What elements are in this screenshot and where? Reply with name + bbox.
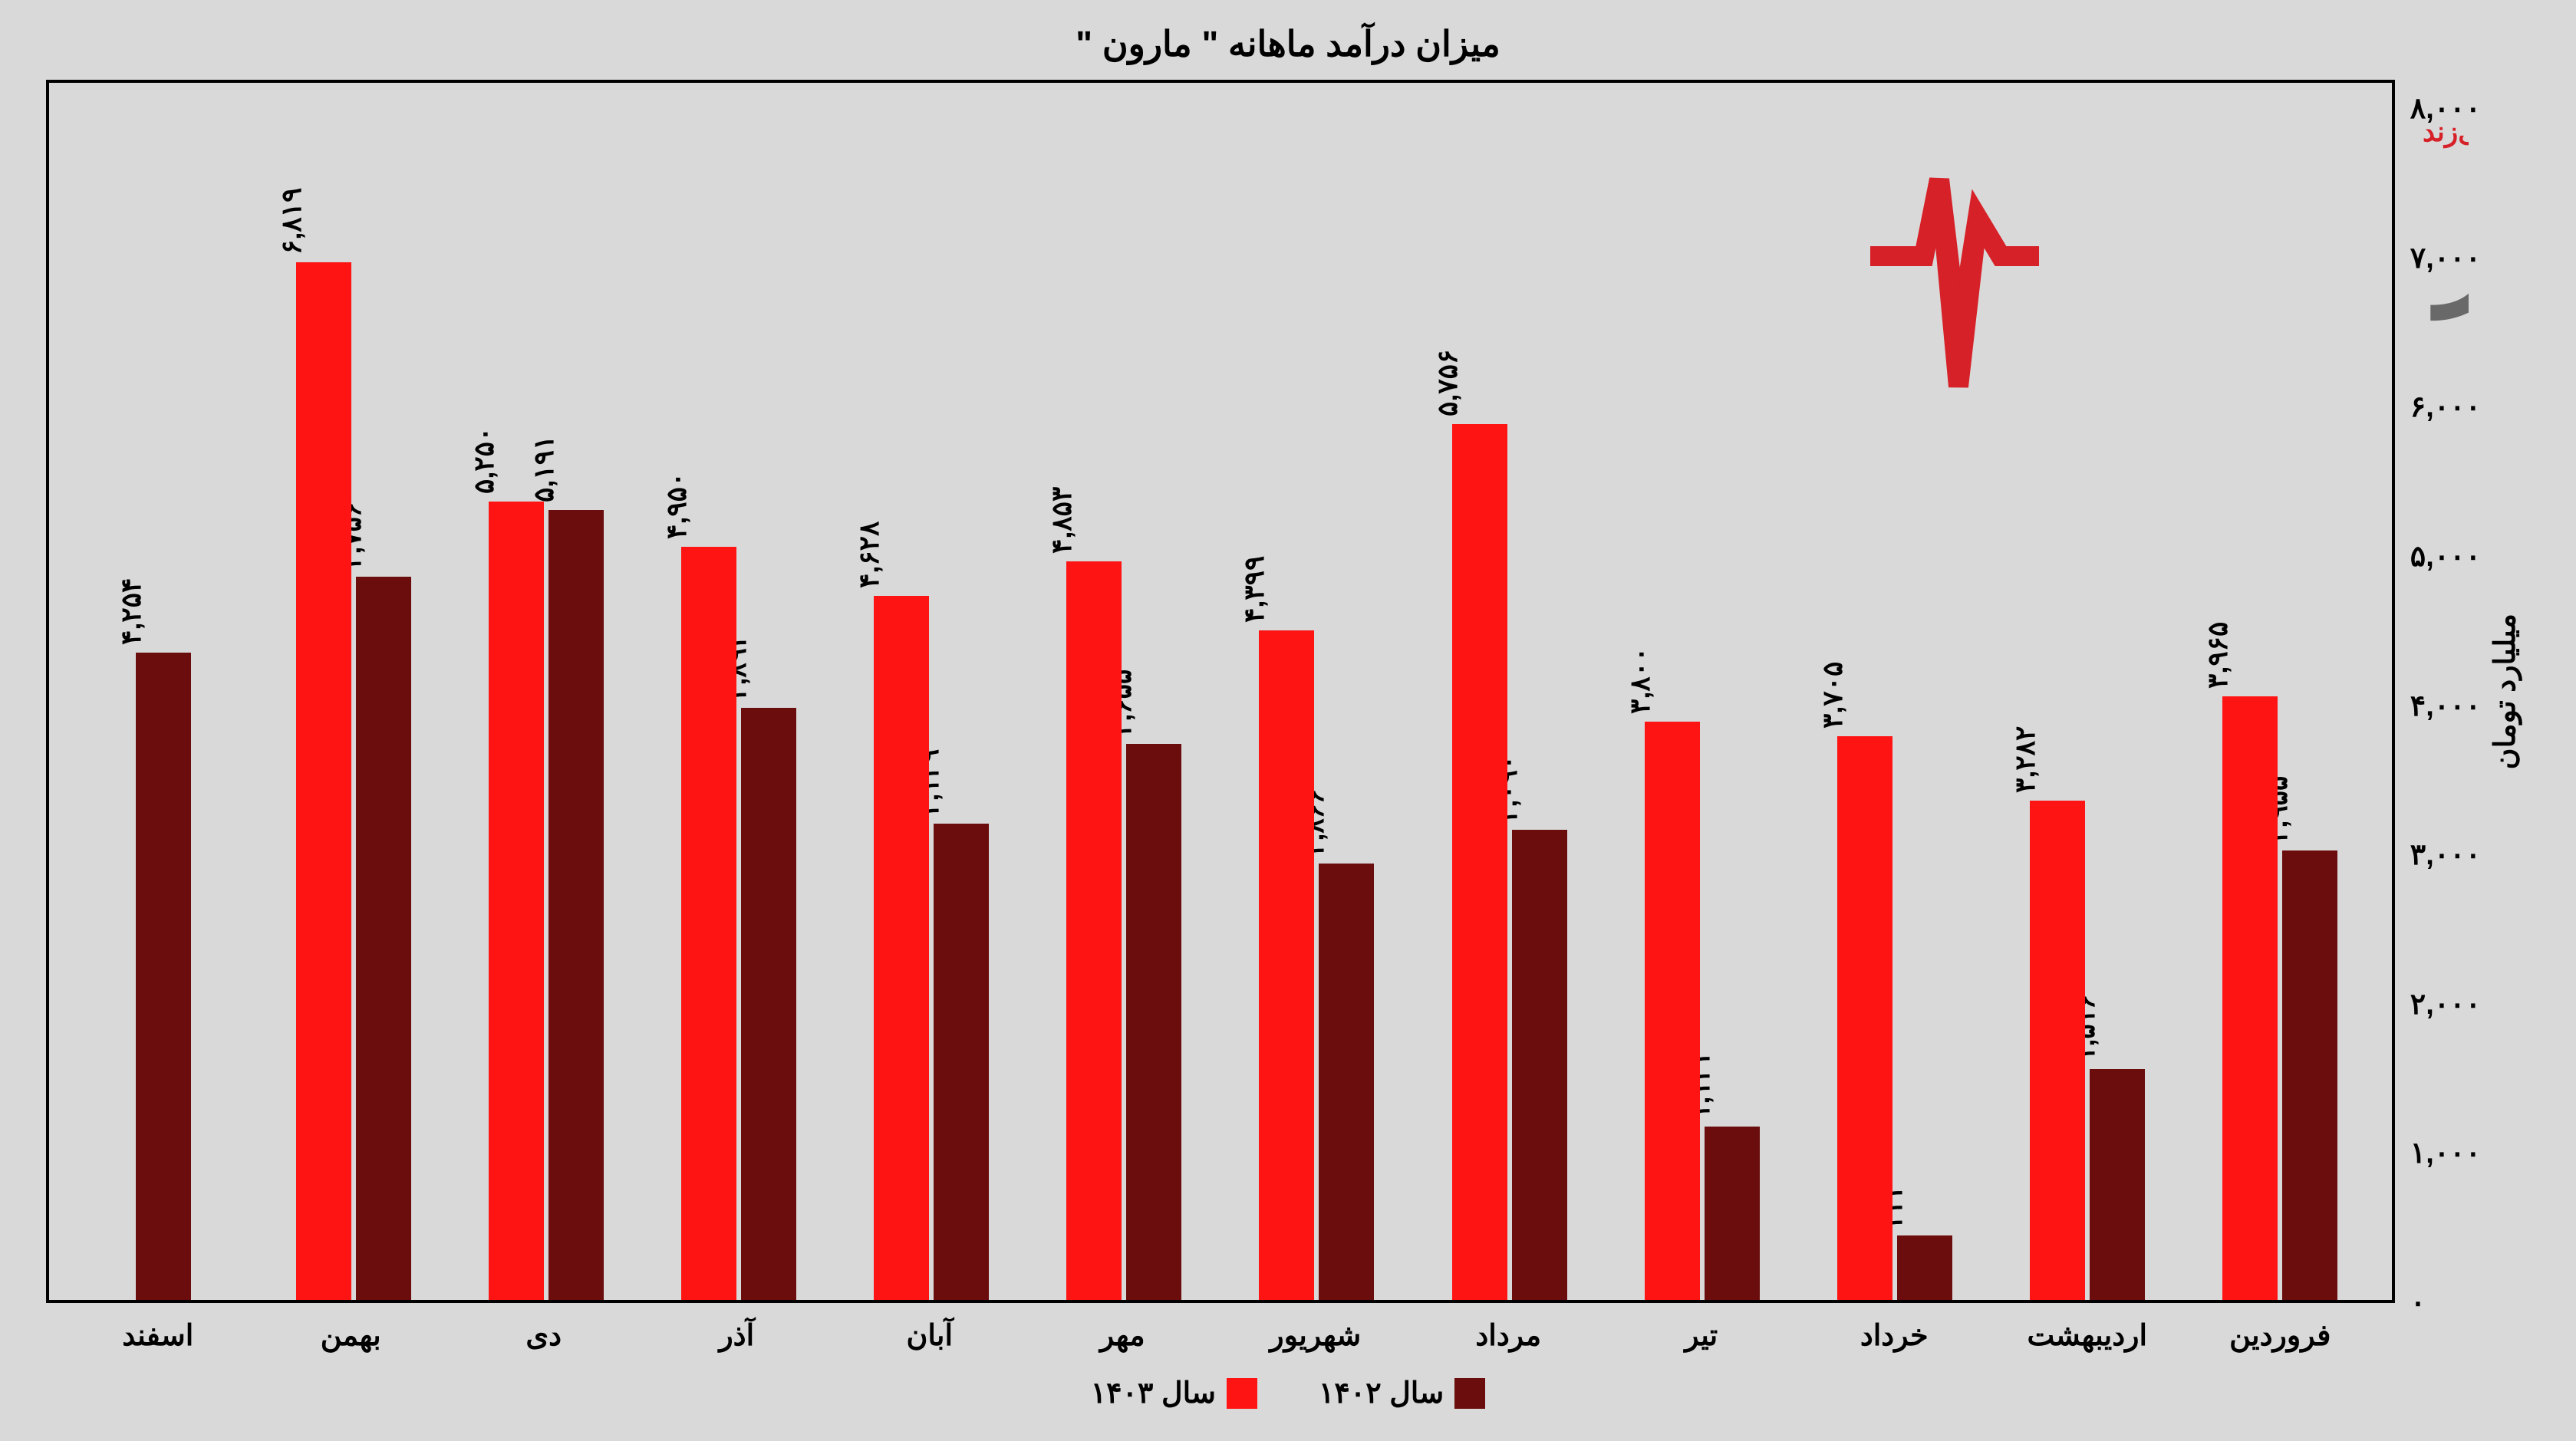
y-axis: ۸,۰۰۰ ۷,۰۰۰ ۶,۰۰۰ ۵,۰۰۰ ۴,۰۰۰ ۳,۰۰۰ ۲,۰۰۰ ۱,۰۰۰… bbox=[2395, 80, 2481, 1303]
legend-item: سال ۱۴۰۲ bbox=[1319, 1376, 1485, 1410]
y-tick: ۴,۰۰۰ bbox=[2410, 692, 2481, 721]
bar: ۳,۸۰۰ bbox=[1645, 722, 1700, 1300]
legend: سال ۱۴۰۲ سال ۱۴۰۳ bbox=[46, 1376, 2530, 1410]
y-tick: ۰ bbox=[2410, 1288, 2426, 1318]
chart-title: میزان درآمد ماهانه " مارون " bbox=[46, 23, 2530, 64]
bar-group: ۴,۲۵۴ bbox=[64, 83, 257, 1300]
bar-value-label: ۵,۷۵۶ bbox=[1431, 350, 1464, 416]
bar-group: ۳,۶۵۵۴,۸۵۳ bbox=[1028, 83, 1220, 1300]
x-tick: آبان bbox=[833, 1318, 1026, 1353]
bar: ۳,۱۲۹ bbox=[934, 824, 989, 1300]
legend-swatch bbox=[1227, 1378, 1257, 1409]
x-axis-row: فروردیناردیبهشتخردادتیرمردادشهریورمهرآبا… bbox=[46, 1303, 2530, 1353]
bar-value-label: ۴,۸۵۳ bbox=[1046, 487, 1078, 554]
y-tick: ۳,۰۰۰ bbox=[2410, 841, 2481, 870]
bar: ۴۲۳ bbox=[1897, 1235, 1952, 1300]
bar-group: ۱,۱۴۱۳,۸۰۰ bbox=[1606, 83, 1798, 1300]
y-tick: ۸,۰۰۰ bbox=[2410, 94, 2481, 123]
chart-area: چگونه می‌زند نـبـض بـازار میلیارد تومان … bbox=[46, 80, 2530, 1303]
bar-value-label: ۴,۹۵۰ bbox=[660, 472, 693, 539]
bar: ۳,۷۰۵ bbox=[1837, 736, 1892, 1300]
bar-value-label: ۳,۸۰۰ bbox=[1624, 647, 1656, 714]
bar-group: ۱,۵۱۶۳,۲۸۲ bbox=[1991, 83, 2183, 1300]
bar: ۴,۸۵۳ bbox=[1066, 561, 1122, 1300]
bar-group: ۳,۸۹۳۴,۹۵۰ bbox=[642, 83, 835, 1300]
bar-value-label: ۴,۳۹۹ bbox=[1238, 556, 1270, 623]
bar-value-label: ۳,۹۶۵ bbox=[2202, 622, 2234, 689]
y-tick: ۶,۰۰۰ bbox=[2410, 393, 2481, 422]
x-tick: اردیبهشت bbox=[1991, 1318, 2184, 1353]
bar-value-label: ۵,۱۹۱ bbox=[528, 436, 560, 502]
bar: ۳,۶۵۵ bbox=[1126, 744, 1181, 1300]
legend-swatch bbox=[1454, 1378, 1485, 1409]
bar: ۳,۹۶۵ bbox=[2222, 696, 2278, 1300]
bar: ۱,۵۱۶ bbox=[2090, 1069, 2145, 1300]
bar-value-label: ۳,۲۸۲ bbox=[2009, 726, 2041, 793]
bar: ۳,۰۹۰ bbox=[1512, 830, 1567, 1300]
bar-group: ۴,۷۵۶۶,۸۱۹ bbox=[257, 83, 450, 1300]
y-axis-label: میلیارد تومان bbox=[2481, 614, 2530, 769]
plot-area: ۲,۹۵۵۳,۹۶۵۱,۵۱۶۳,۲۸۲۴۲۳۳,۷۰۵۱,۱۴۱۳,۸۰۰۳,… bbox=[46, 80, 2395, 1303]
y-tick: ۷,۰۰۰ bbox=[2410, 244, 2481, 273]
x-tick: دی bbox=[447, 1318, 641, 1353]
y-tick: ۱,۰۰۰ bbox=[2410, 1139, 2481, 1168]
bar: ۴,۳۹۹ bbox=[1259, 630, 1314, 1300]
bar-value-label: ۳,۷۰۵ bbox=[1817, 662, 1849, 729]
bar: ۱,۱۴۱ bbox=[1705, 1127, 1760, 1300]
x-tick: خرداد bbox=[1798, 1318, 1991, 1353]
legend-label: سال ۱۴۰۳ bbox=[1091, 1376, 1216, 1410]
bar-group: ۵,۱۹۱۵,۲۵۰ bbox=[450, 83, 642, 1300]
bar: ۴,۷۵۶ bbox=[356, 577, 411, 1300]
x-tick: آذر bbox=[641, 1318, 834, 1353]
bar-value-label: ۵,۲۵۰ bbox=[468, 426, 500, 493]
bar-group: ۳,۱۲۹۴,۶۲۸ bbox=[835, 83, 1028, 1300]
bar: ۵,۱۹۱ bbox=[548, 510, 604, 1300]
bar: ۶,۸۱۹ bbox=[296, 262, 351, 1300]
bar-value-label: ۴,۲۵۴ bbox=[115, 578, 147, 645]
bar: ۳,۲۸۲ bbox=[2030, 801, 2085, 1300]
bar-group: ۲,۹۵۵۳,۹۶۵ bbox=[2184, 83, 2377, 1300]
x-tick: فروردین bbox=[2184, 1318, 2377, 1353]
x-tick: شهریور bbox=[1219, 1318, 1412, 1353]
bar: ۵,۷۵۶ bbox=[1452, 424, 1507, 1300]
y-tick: ۲,۰۰۰ bbox=[2410, 990, 2481, 1019]
x-tick: مرداد bbox=[1412, 1318, 1606, 1353]
x-tick: مهر bbox=[1026, 1318, 1220, 1353]
bar: ۳,۸۹۳ bbox=[741, 708, 796, 1300]
bar-value-label: ۶,۸۱۹ bbox=[275, 188, 308, 255]
y-tick: ۵,۰۰۰ bbox=[2410, 542, 2481, 571]
bar: ۵,۲۵۰ bbox=[489, 502, 544, 1300]
bar: ۴,۶۲۸ bbox=[874, 596, 929, 1300]
x-tick: بهمن bbox=[255, 1318, 448, 1353]
bar-group: ۳,۰۹۰۵,۷۵۶ bbox=[1413, 83, 1606, 1300]
x-tick: اسفند bbox=[61, 1318, 255, 1353]
bar-group: ۴۲۳۳,۷۰۵ bbox=[1798, 83, 1991, 1300]
bar: ۴,۹۵۰ bbox=[681, 547, 736, 1300]
bar-group: ۲,۸۶۶۴,۳۹۹ bbox=[1220, 83, 1413, 1300]
x-axis: فروردیناردیبهشتخردادتیرمردادشهریورمهرآبا… bbox=[46, 1303, 2392, 1353]
bar: ۲,۹۵۵ bbox=[2282, 850, 2337, 1300]
legend-label: سال ۱۴۰۲ bbox=[1319, 1376, 1444, 1410]
legend-item: سال ۱۴۰۳ bbox=[1091, 1376, 1257, 1410]
bar: ۲,۸۶۶ bbox=[1319, 864, 1374, 1300]
x-tick: تیر bbox=[1605, 1318, 1798, 1353]
bar: ۴,۲۵۴ bbox=[136, 653, 191, 1300]
bar-value-label: ۴,۶۲۸ bbox=[853, 521, 885, 588]
